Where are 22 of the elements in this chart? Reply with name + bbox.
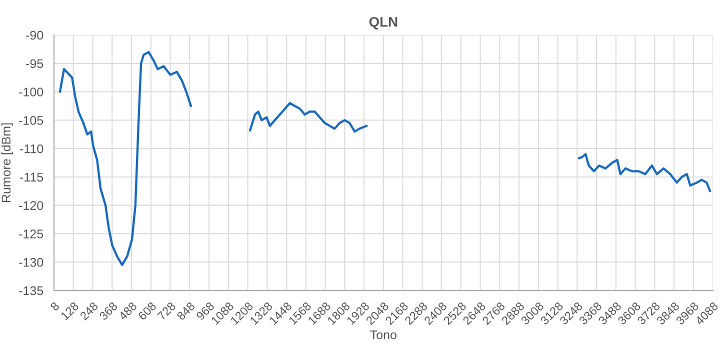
x-tick-label: 968 (196, 302, 215, 321)
x-tick-label: 128 (60, 302, 80, 320)
y-tick-label: -90 (26, 30, 44, 40)
y-tick-label: -115 (20, 172, 44, 182)
x-tick-label: 848 (176, 302, 196, 321)
x-tick-label: 248 (79, 302, 99, 321)
y-tick-label: -130 (19, 258, 44, 267)
y-tick-label: -100 (19, 88, 44, 96)
y-tick-label: -120 (19, 201, 44, 210)
x-tick-label: 8 (50, 302, 60, 312)
y-tick-label: -95 (26, 59, 44, 68)
y-tick-label: -125 (19, 230, 44, 238)
y-tick-label: -105 (19, 116, 44, 125)
y-tick-label: -110 (20, 144, 44, 154)
x-tick-label: 728 (156, 302, 176, 321)
y-axis-title: Rumore [dBm] (1, 123, 14, 202)
x-tick-label: 488 (118, 302, 138, 321)
x-tick-label: 608 (138, 302, 157, 321)
x-axis-title: Tono (370, 330, 396, 340)
y-tick-label: -135 (19, 286, 44, 296)
x-tick-label: 368 (98, 302, 118, 321)
chart-title: QLN (369, 16, 398, 30)
